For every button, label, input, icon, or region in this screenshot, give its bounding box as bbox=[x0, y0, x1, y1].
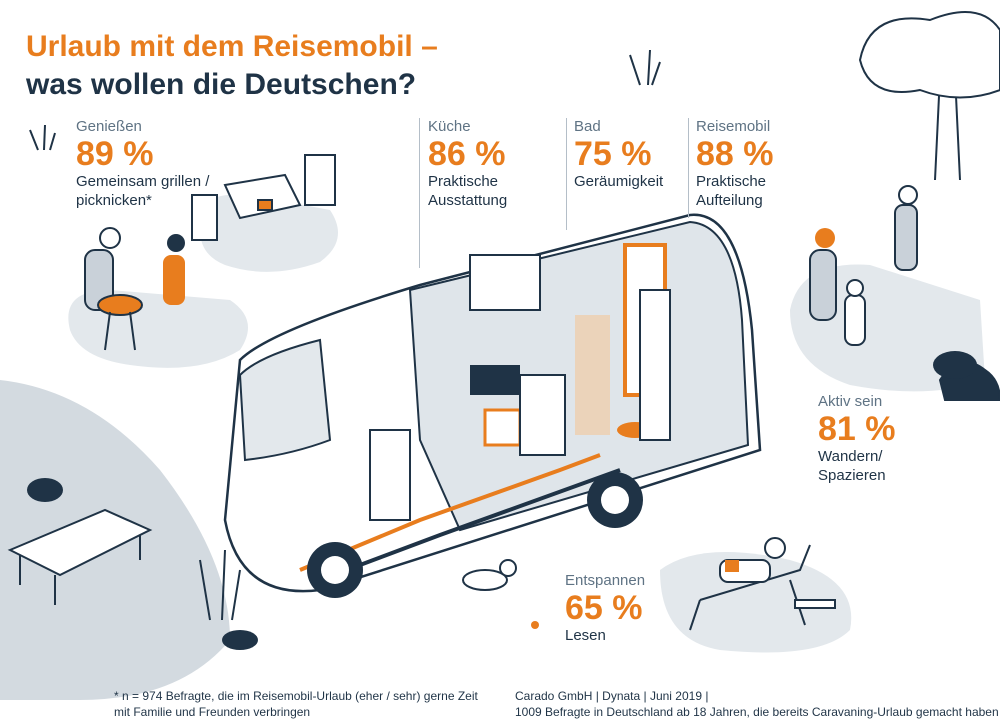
stat-bad: Bad 75 % Geräumigkeit bbox=[574, 118, 663, 191]
grill-person-1-head bbox=[99, 227, 121, 249]
grass-2 bbox=[29, 124, 56, 151]
picnic-area-ground bbox=[198, 194, 338, 272]
stat-aktiv-label: Aktiv sein bbox=[818, 393, 883, 410]
title-line-1: Urlaub mit dem Reisemobil – bbox=[26, 30, 438, 63]
stat-entspannen: Entspannen 65 % Lesen bbox=[565, 572, 645, 645]
dog-head bbox=[499, 559, 517, 577]
stat-kueche: Küche 86 % Praktische Ausstattung bbox=[428, 118, 507, 210]
upper-cabinet bbox=[469, 254, 541, 311]
grass-1 bbox=[629, 49, 661, 86]
source-note: Carado GmbH | Dynata | Juni 2019 | 1009 … bbox=[515, 689, 999, 719]
hiker-child bbox=[844, 294, 866, 346]
picnic-table bbox=[223, 173, 302, 220]
stat-bad-label: Bad bbox=[574, 118, 601, 135]
stat-entspannen-percent: 65 % bbox=[565, 589, 643, 627]
grill-person-1 bbox=[84, 249, 114, 311]
hiker-adult-2 bbox=[894, 204, 918, 271]
shower bbox=[575, 315, 610, 435]
stat-reisemobil-percent: 88 % bbox=[696, 135, 774, 173]
title-line-2: was wollen die Deutschen? bbox=[26, 68, 417, 101]
stat-kueche-percent: 86 % bbox=[428, 135, 506, 173]
hiker-adult-1-head bbox=[815, 228, 835, 248]
grill-legs bbox=[104, 311, 136, 351]
dog-body bbox=[462, 569, 508, 591]
rear-wheel-hub bbox=[601, 486, 629, 514]
stat-geniessen-label: Genießen bbox=[76, 118, 142, 135]
drawers bbox=[519, 374, 566, 456]
picnic-box bbox=[257, 199, 273, 211]
grass-3 bbox=[199, 549, 241, 621]
hiker-adult-1 bbox=[809, 249, 837, 321]
footnote: * n = 974 Befragte, die im Reisemobil-Ur… bbox=[114, 689, 478, 719]
stat-kueche-label: Küche bbox=[428, 118, 471, 135]
accent-dot bbox=[531, 621, 539, 629]
side-stripe-orange bbox=[299, 453, 601, 572]
reading-area-ground bbox=[660, 552, 852, 653]
side-table bbox=[794, 599, 836, 609]
stat-reisemobil: Reisemobil 88 % Praktische Aufteilung bbox=[696, 118, 774, 210]
rock-2 bbox=[222, 630, 258, 650]
stat-aktiv-percent: 81 % bbox=[818, 410, 896, 448]
picnic-scene bbox=[191, 154, 336, 241]
stat-bad-percent: 75 % bbox=[574, 135, 652, 173]
partition bbox=[639, 289, 671, 441]
stat-aktiv: Aktiv sein 81 % Wandern/ Spazieren bbox=[818, 393, 896, 485]
connector-reisemobil bbox=[688, 118, 689, 218]
door bbox=[369, 429, 411, 521]
grill-scene bbox=[84, 227, 185, 351]
windshield bbox=[238, 338, 332, 462]
stat-geniessen: Genießen 89 % Gemeinsam grillen / pickni… bbox=[76, 118, 209, 210]
stat-geniessen-percent: 89 % bbox=[76, 135, 154, 173]
hiker-child-head bbox=[846, 279, 864, 297]
grill-person-2 bbox=[163, 255, 185, 305]
connector-kueche bbox=[419, 118, 420, 268]
front-wheel-hub bbox=[321, 556, 349, 584]
book bbox=[725, 560, 739, 572]
stat-entspannen-label: Entspannen bbox=[565, 572, 646, 589]
chair-left bbox=[191, 194, 218, 241]
stat-entspannen-description: Lesen bbox=[565, 627, 606, 644]
dog bbox=[462, 559, 517, 591]
grill-person-2-head bbox=[167, 234, 185, 252]
motorhome bbox=[223, 213, 762, 598]
grill bbox=[97, 294, 143, 316]
dock bbox=[7, 508, 153, 605]
dock-legs bbox=[19, 535, 141, 605]
reading-scene bbox=[689, 537, 836, 631]
tree-crown bbox=[858, 11, 1000, 99]
hiker-adult-2-head bbox=[898, 185, 918, 205]
oven bbox=[483, 408, 522, 447]
page-title: Urlaub mit dem Reisemobil – was wollen d… bbox=[26, 28, 438, 104]
reader-head bbox=[764, 537, 786, 559]
stat-reisemobil-description: Praktische Aufteilung bbox=[696, 173, 767, 209]
rocks bbox=[27, 351, 977, 650]
rock-3 bbox=[933, 351, 977, 379]
hikers bbox=[809, 185, 918, 346]
dock-deck bbox=[7, 508, 153, 577]
stat-bad-description: Geräumigkeit bbox=[574, 173, 664, 190]
stove bbox=[470, 365, 520, 395]
rock-1 bbox=[27, 478, 63, 502]
stat-geniessen-description: Gemeinsam grillen / picknicken* bbox=[76, 173, 210, 209]
stat-kueche-description: Praktische Ausstattung bbox=[428, 173, 508, 209]
chair-right bbox=[304, 154, 336, 206]
connector-bad bbox=[566, 118, 567, 230]
stat-reisemobil-label: Reisemobil bbox=[696, 118, 771, 135]
stat-aktiv-description: Wandern/ Spazieren bbox=[818, 448, 886, 484]
